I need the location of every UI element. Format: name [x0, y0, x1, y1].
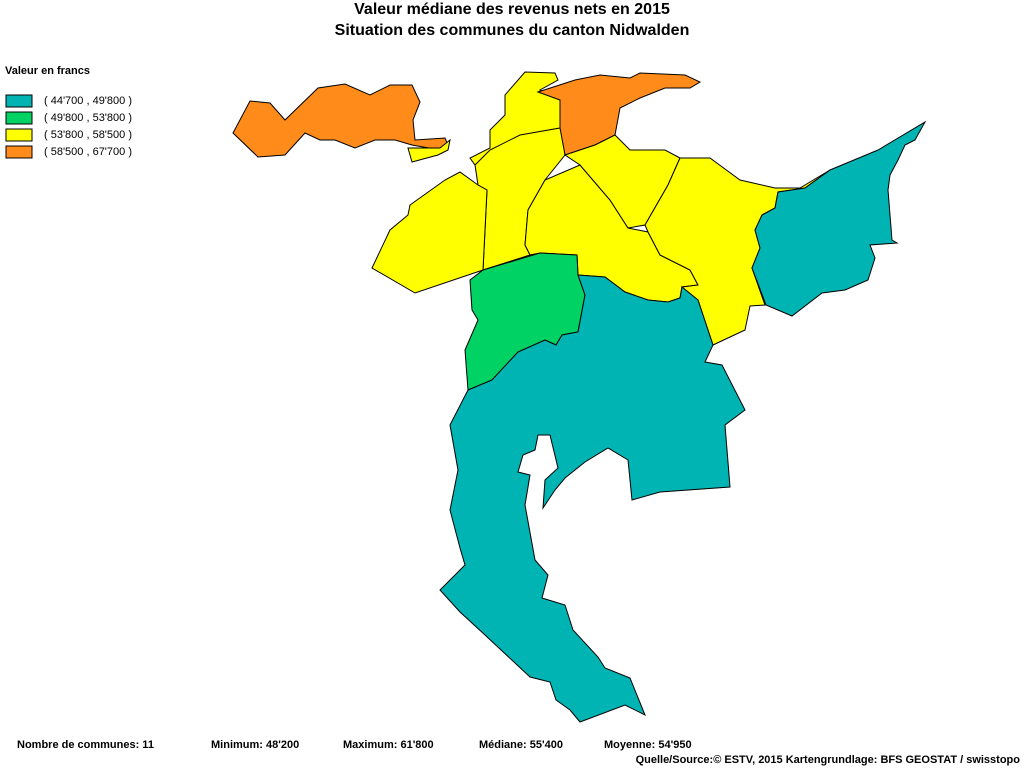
stat: Moyenne: 54'950: [604, 739, 692, 751]
stat: Médiane: 55'400: [479, 739, 563, 751]
stat: Minimum: 48'200: [211, 739, 299, 751]
legend-swatch: [5, 94, 33, 108]
legend: ( 44'700 , 49'800 ) ( 49'800 , 53'800 ) ( …: [5, 94, 132, 159]
stat: Nombre de communes: 11: [17, 739, 154, 751]
region: [407, 138, 451, 163]
footer-stats: Nombre de communes: 11 Minimum: 48'200 Max…: [17, 739, 692, 751]
legend-swatch: [5, 145, 33, 159]
subtitle: Situation des communes du canton Nidwald…: [335, 22, 690, 39]
region: [751, 120, 927, 317]
region: [232, 83, 449, 158]
region: [439, 274, 746, 723]
legend-label: ( 49'800 , 53'800 ): [44, 112, 132, 124]
legend-swatch: [5, 111, 33, 125]
legend-title: Valeur en francs: [5, 65, 90, 77]
map: [232, 71, 927, 723]
source: Quelle/Source:© ESTV, 2015 Kartengrundla…: [636, 754, 1021, 766]
legend-label: ( 44'700 , 49'800 ): [44, 95, 132, 107]
title: Valeur médiane des revenus nets en 2015: [354, 1, 670, 18]
stat: Maximum: 61'800: [343, 739, 434, 751]
legend-label: ( 53'800 , 58'500 ): [44, 129, 132, 141]
legend-label: ( 58'500 , 67'700 ): [44, 146, 132, 158]
region: [371, 171, 488, 294]
legend-swatch: [5, 128, 33, 142]
